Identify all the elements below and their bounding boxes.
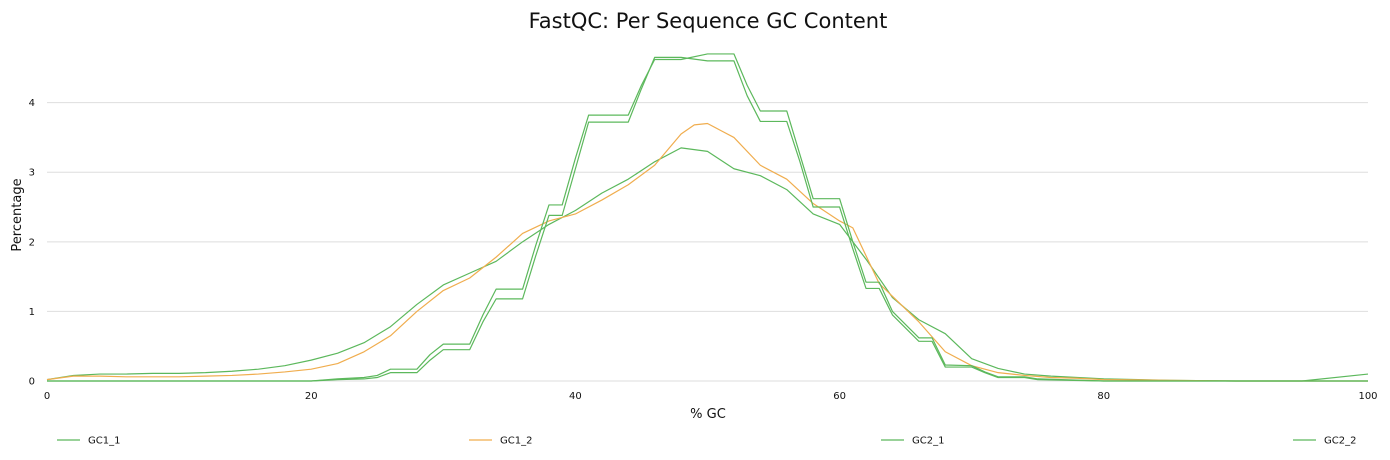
- x-tick-label: 40: [569, 391, 582, 402]
- legend-label[interactable]: GC2_1: [912, 436, 944, 447]
- x-tick-label: 60: [833, 391, 846, 402]
- y-tick-label: 3: [29, 168, 35, 179]
- series-line-gc2-2[interactable]: [47, 53, 1368, 382]
- legend-label[interactable]: GC1_1: [88, 436, 120, 447]
- x-tick-label: 100: [1358, 391, 1377, 402]
- legend-label[interactable]: GC1_2: [500, 436, 532, 447]
- series-line-gc2-1[interactable]: [47, 56, 1368, 382]
- y-tick-label: 1: [29, 307, 35, 318]
- y-tick-label: 4: [29, 98, 35, 109]
- x-tick-label: 80: [1097, 391, 1110, 402]
- x-axis-label: % GC: [690, 407, 726, 422]
- y-tick-label: 0: [29, 377, 35, 388]
- series-line-gc1-1[interactable]: [46, 147, 1369, 382]
- legend-label[interactable]: GC2_2: [1324, 436, 1356, 447]
- legend: GC1_1 GC1_2 GC2_1 GC2_2: [57, 436, 1356, 447]
- x-tick-label: 20: [305, 391, 318, 402]
- grid-layer: [47, 102, 1368, 382]
- series-line-gc1-2[interactable]: [46, 122, 1368, 382]
- series-layer: [46, 53, 1369, 382]
- y-tick-label: 2: [29, 237, 35, 248]
- x-tick-label: 0: [44, 391, 50, 402]
- chart-title: FastQC: Per Sequence GC Content: [529, 9, 888, 33]
- y-axis-label: Percentage: [10, 178, 25, 251]
